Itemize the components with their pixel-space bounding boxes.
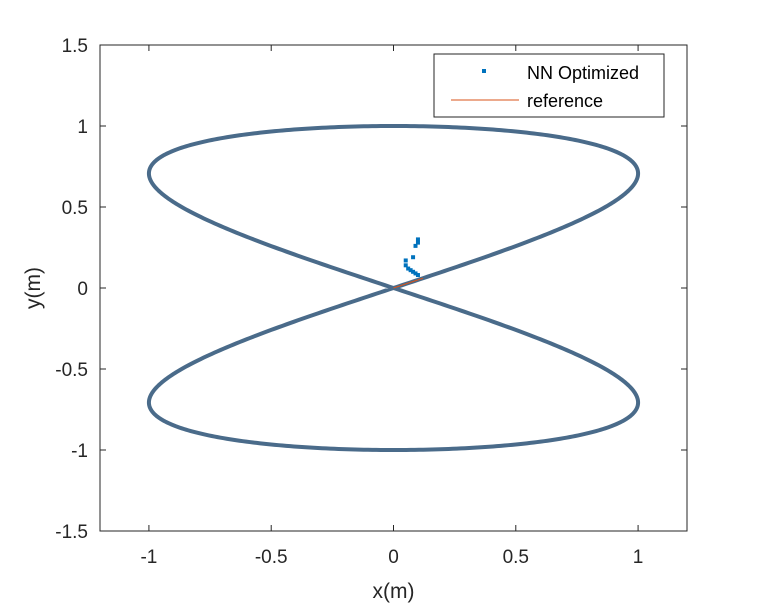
point-nn-optimized-7 xyxy=(408,268,413,273)
trajectory-layer xyxy=(146,124,641,452)
y-ticks: -1.5 -1 -0.5 0 0.5 1 1.5 xyxy=(55,36,687,543)
x-ticks: -1 -0.5 0 0.5 1 xyxy=(140,45,643,568)
initial-points-layer xyxy=(403,237,420,278)
x-tick-label-4: 1 xyxy=(633,547,644,568)
point-nn-optimized-8 xyxy=(411,269,416,274)
legend: NN Optimized reference xyxy=(433,53,665,118)
point-nn-optimized-10 xyxy=(415,273,420,278)
x-tick-label-1: -0.5 xyxy=(255,547,288,568)
reference-layer xyxy=(393,277,424,289)
y-tick-label-2: -0.5 xyxy=(55,360,88,381)
y-tick-label-1: -1 xyxy=(71,441,88,462)
point-nn-optimized-9 xyxy=(413,271,418,276)
y-tick-label-5: 1 xyxy=(77,117,88,138)
point-nn-optimized-3 xyxy=(411,255,416,260)
y-tick-label-4: 0.5 xyxy=(62,198,88,219)
point-nn-optimized-2 xyxy=(413,243,418,248)
legend-marker-nn-optimized xyxy=(482,69,486,73)
point-nn-optimized-6 xyxy=(406,266,411,271)
legend-label-reference: reference xyxy=(527,91,603,111)
legend-box xyxy=(433,53,665,118)
y-tick-label-6: 1.5 xyxy=(62,36,88,57)
x-tick-label-0: -1 xyxy=(140,547,157,568)
point-nn-optimized-0 xyxy=(415,237,420,242)
y-axis-label: y(m) xyxy=(22,267,45,309)
point-nn-optimized-5 xyxy=(403,263,408,268)
x-tick-label-2: 0 xyxy=(388,547,399,568)
series-reference-line xyxy=(393,277,424,289)
x-tick-label-3: 0.5 xyxy=(503,547,529,568)
series-nn-optimized-trajectory xyxy=(146,124,641,452)
y-tick-label-0: -1.5 xyxy=(55,522,88,543)
legend-label-nn-optimized: NN Optimized xyxy=(527,63,639,83)
x-axis-label: x(m) xyxy=(373,580,415,603)
point-nn-optimized-4 xyxy=(403,258,408,263)
y-tick-label-3: 0 xyxy=(77,279,88,300)
point-nn-optimized-1 xyxy=(415,240,420,245)
